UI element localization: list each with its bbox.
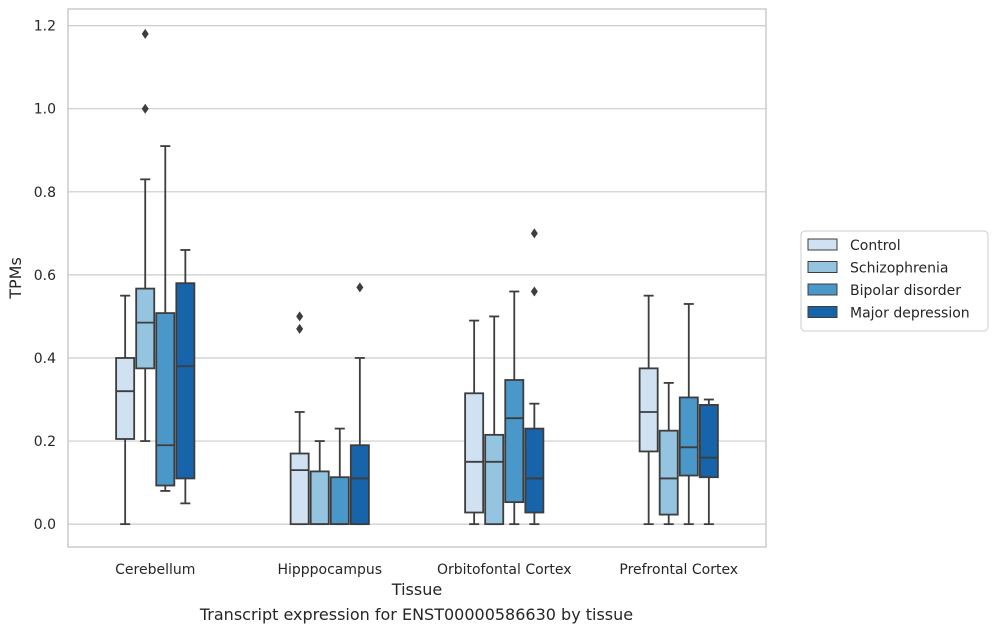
legend-label: Schizophrenia bbox=[850, 261, 948, 277]
box bbox=[658, 429, 679, 516]
box bbox=[638, 367, 659, 453]
box bbox=[349, 444, 370, 526]
y-axis-label: TPMs bbox=[6, 257, 25, 300]
y-tick-label: 0.8 bbox=[34, 185, 56, 201]
legend-swatch bbox=[807, 261, 838, 273]
box bbox=[484, 433, 505, 526]
box bbox=[524, 427, 545, 514]
legend-label: Control bbox=[850, 238, 901, 254]
figure-caption: Transcript expression for ENST0000058663… bbox=[199, 605, 634, 624]
legend-swatch bbox=[807, 283, 838, 296]
box bbox=[464, 392, 485, 514]
box bbox=[678, 396, 699, 477]
x-tick-label: Hipppocampus bbox=[277, 562, 382, 578]
outlier-marker bbox=[296, 323, 304, 334]
box bbox=[329, 476, 350, 526]
y-tick-label: 0.6 bbox=[34, 268, 56, 284]
box bbox=[504, 379, 525, 504]
legend-label: Major depression bbox=[850, 306, 970, 322]
plot-frame bbox=[67, 8, 767, 548]
legend-box bbox=[800, 230, 989, 332]
x-tick-label: Orbitofontal Cortex bbox=[437, 562, 572, 578]
x-tick-label: Cerebellum bbox=[115, 562, 195, 578]
outlier-marker bbox=[530, 286, 538, 297]
box bbox=[309, 470, 330, 526]
legend-label: Bipolar disorder bbox=[850, 283, 961, 299]
y-tick-label: 1.0 bbox=[34, 102, 56, 118]
box bbox=[175, 282, 196, 480]
legend-swatch bbox=[807, 306, 838, 318]
x-tick-label: Prefrontal Cortex bbox=[619, 562, 738, 578]
outlier-marker bbox=[296, 311, 304, 322]
box bbox=[135, 287, 156, 370]
box bbox=[115, 357, 136, 440]
x-axis-label: Tissue bbox=[391, 580, 442, 599]
outlier-marker bbox=[356, 282, 364, 293]
outlier-marker bbox=[141, 103, 149, 114]
y-tick-label: 0.0 bbox=[34, 517, 56, 533]
outlier-marker bbox=[141, 28, 149, 39]
box bbox=[289, 452, 310, 526]
box bbox=[698, 404, 719, 479]
legend-swatch bbox=[807, 238, 838, 251]
outlier-marker bbox=[530, 228, 538, 239]
y-tick-label: 1.2 bbox=[34, 19, 56, 35]
box bbox=[155, 312, 176, 487]
y-tick-label: 0.4 bbox=[34, 351, 56, 367]
y-tick-label: 0.2 bbox=[34, 434, 56, 450]
